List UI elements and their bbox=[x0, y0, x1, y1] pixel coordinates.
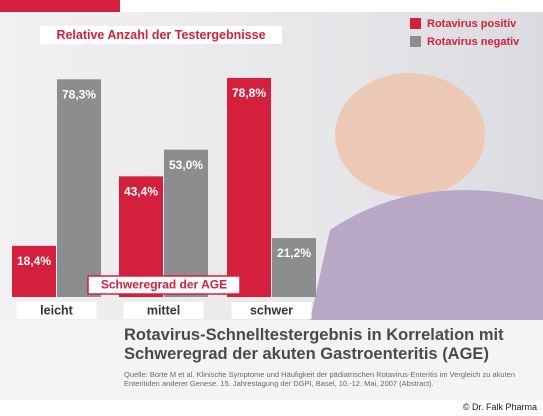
chart-title: Rotavirus-Schnelltestergebnis in Korrela… bbox=[124, 326, 504, 363]
top-bar bbox=[0, 0, 120, 12]
subtitle-box bbox=[40, 26, 282, 44]
subtitle: Relative Anzahl der Testergebnisse bbox=[56, 28, 265, 42]
x-axis-label: Schweregrad der AGE bbox=[101, 278, 227, 292]
bar bbox=[227, 77, 271, 297]
value-label: 21,2% bbox=[277, 246, 311, 260]
credit: © Dr. Falk Pharma bbox=[462, 402, 537, 412]
photo-face bbox=[335, 73, 485, 197]
x-tick-label: mittel bbox=[147, 303, 180, 317]
source-note: Quelle: Borte M et al. Klinische Symptom… bbox=[124, 370, 516, 388]
bar bbox=[12, 245, 56, 297]
value-label: 18,4% bbox=[17, 254, 51, 268]
category-box bbox=[123, 302, 204, 319]
footer-panel bbox=[0, 320, 543, 400]
category-box bbox=[231, 302, 312, 319]
value-label: 78,8% bbox=[232, 86, 266, 100]
legend-swatch bbox=[410, 18, 421, 29]
bar bbox=[164, 149, 208, 297]
value-label: 53,0% bbox=[169, 158, 203, 172]
x-label-box bbox=[87, 275, 241, 295]
category-box bbox=[16, 302, 97, 319]
legend-label: Rotavirus positiv bbox=[427, 18, 517, 30]
value-label: 78,3% bbox=[62, 87, 96, 101]
bar bbox=[272, 238, 316, 297]
legend-swatch bbox=[410, 36, 421, 47]
x-tick-label: leicht bbox=[40, 303, 73, 317]
photo-shirt bbox=[310, 190, 543, 320]
value-label: 43,4% bbox=[124, 185, 158, 199]
legend-label: Rotavirus negativ bbox=[427, 36, 520, 48]
x-tick-label: schwer bbox=[250, 303, 293, 317]
bar bbox=[57, 79, 101, 298]
